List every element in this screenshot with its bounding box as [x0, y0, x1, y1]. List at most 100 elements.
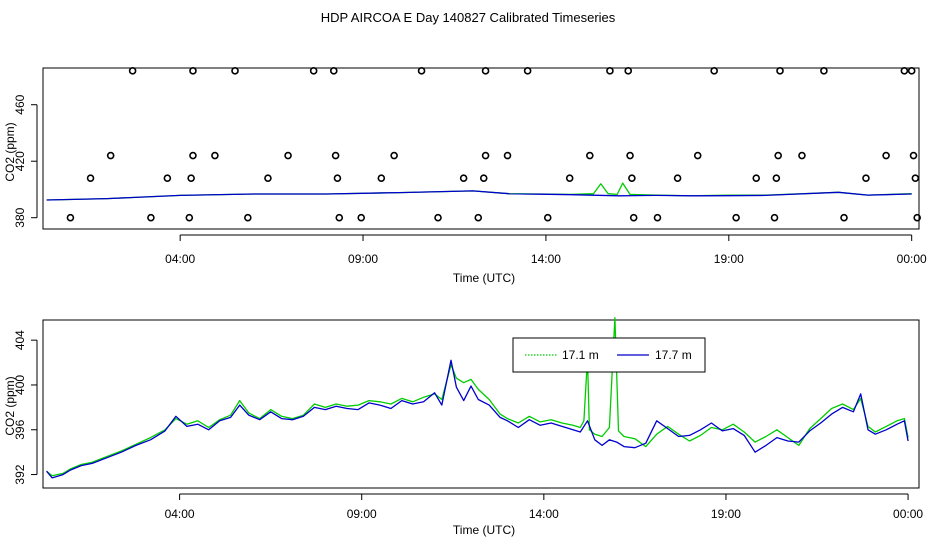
- top-calibration-point: [417, 67, 426, 75]
- top-calibration-point: [909, 151, 918, 160]
- bottom-series-line-17-1-m: [46, 317, 909, 477]
- top-calibration-markers: [66, 67, 921, 222]
- top-calibration-point: [907, 67, 916, 75]
- bottom-x-tick-label: 00:00: [893, 507, 923, 521]
- top-x-tick-label: 19:00: [714, 252, 744, 266]
- top-y-axis: 380 420 460: [13, 94, 38, 228]
- top-calibration-point: [331, 151, 340, 160]
- top-calibration-point: [189, 151, 197, 160]
- top-calibration-point: [481, 151, 490, 160]
- top-panel: 04:00 09:00 14:00 19:00 00:00 380 420 460 Time…: [3, 67, 927, 285]
- top-calibration-point: [163, 174, 172, 182]
- chart-title: HDP AIRCOA E Day 140827 Calibrated Times…: [321, 10, 616, 25]
- top-calibration-point: [357, 213, 366, 222]
- top-series: [46, 182, 912, 201]
- top-calibration-point: [628, 174, 636, 182]
- top-x-tick-label: 14:00: [531, 252, 561, 266]
- top-calibration-point: [86, 174, 95, 182]
- top-calibration-point: [710, 67, 718, 75]
- top-calibration-point: [770, 213, 779, 222]
- top-y-tick-label: 420: [13, 151, 27, 171]
- top-calibration-point: [752, 174, 761, 182]
- legend-label-17-7m: 17.7 m: [655, 348, 692, 362]
- top-calibration-point: [434, 213, 442, 222]
- top-x-axis: 04:00 09:00 14:00 19:00 00:00: [165, 234, 927, 266]
- top-calibration-point: [503, 151, 512, 160]
- bottom-x-tick-label: 09:00: [347, 507, 377, 521]
- top-calibration-point: [481, 67, 490, 75]
- legend: 17.1 m 17.7 m: [512, 337, 706, 373]
- top-calibration-point: [474, 213, 483, 222]
- top-calibration-point: [820, 67, 828, 75]
- top-x-axis-label: Time (UTC): [453, 271, 515, 285]
- bottom-panel: 04:00 09:00 14:00 19:00 00:00 392 396 400 404 T…: [3, 317, 923, 537]
- top-calibration-point: [565, 174, 574, 182]
- top-calibration-point: [264, 174, 272, 182]
- top-calibration-point: [66, 213, 75, 222]
- top-calibration-point: [882, 151, 890, 160]
- top-calibration-point: [543, 213, 552, 222]
- top-calibration-point: [377, 174, 386, 182]
- top-calibration-point: [911, 174, 920, 182]
- top-calibration-point: [390, 151, 398, 160]
- legend-box: [512, 337, 706, 373]
- legend-label-17-1m: 17.1 m: [562, 348, 599, 362]
- bottom-series-line-17-7-m: [46, 359, 909, 479]
- top-calibration-point: [913, 213, 921, 222]
- top-calibration-point: [776, 67, 784, 75]
- top-calibration-point: [479, 174, 488, 182]
- top-calibration-point: [329, 67, 338, 75]
- top-calibration-point: [523, 67, 532, 75]
- top-x-tick-label: 09:00: [348, 252, 378, 266]
- top-calibration-point: [586, 151, 594, 160]
- top-x-tick-label: 00:00: [897, 252, 927, 266]
- top-calibration-point: [211, 151, 219, 160]
- bottom-x-axis-label: Time (UTC): [453, 523, 515, 537]
- bottom-y-tick-label: 396: [13, 419, 27, 439]
- bottom-x-tick-label: 14:00: [529, 507, 559, 521]
- top-calibration-point: [459, 174, 468, 182]
- top-calibration-point: [624, 67, 633, 75]
- top-series-line-17-7-m: [46, 190, 912, 201]
- bottom-x-axis: 04:00 09:00 14:00 19:00 00:00: [165, 493, 923, 521]
- top-calibration-point: [284, 151, 292, 160]
- top-calibration-point: [862, 174, 870, 182]
- top-y-tick-label: 460: [13, 94, 27, 114]
- top-calibration-point: [772, 174, 781, 182]
- top-calibration-point: [653, 213, 662, 222]
- bottom-y-tick-label: 392: [13, 464, 27, 484]
- bottom-x-tick-label: 04:00: [165, 507, 195, 521]
- top-calibration-point: [128, 67, 137, 75]
- top-calibration-point: [693, 151, 702, 160]
- bottom-plot-frame: [42, 319, 920, 489]
- bottom-y-axis: 392 396 400 404: [13, 330, 38, 485]
- top-calibration-point: [333, 174, 342, 182]
- top-calibration-point: [626, 151, 634, 160]
- top-y-axis-label: CO2 (ppm): [3, 122, 17, 181]
- top-plot-frame: [42, 67, 920, 230]
- top-calibration-point: [335, 213, 344, 222]
- top-calibration-point: [187, 174, 195, 182]
- top-calibration-point: [629, 213, 638, 222]
- bottom-x-tick-label: 19:00: [711, 507, 741, 521]
- top-calibration-point: [106, 151, 115, 160]
- top-calibration-point: [774, 151, 782, 160]
- top-calibration-point: [185, 213, 194, 222]
- bottom-y-axis-label: CO2 (ppm): [3, 376, 17, 435]
- top-calibration-point: [606, 67, 614, 75]
- top-calibration-point: [798, 151, 806, 160]
- top-calibration-point: [673, 174, 682, 182]
- top-calibration-point: [309, 67, 318, 75]
- top-calibration-point: [231, 67, 239, 75]
- top-calibration-point: [732, 213, 740, 222]
- top-calibration-point: [147, 213, 155, 222]
- bottom-series: [46, 317, 909, 479]
- top-calibration-point: [900, 67, 909, 75]
- top-calibration-point: [244, 213, 252, 222]
- bottom-y-tick-label: 400: [13, 375, 27, 395]
- top-y-tick-label: 380: [13, 207, 27, 227]
- bottom-y-tick-label: 404: [13, 330, 27, 350]
- top-x-tick-label: 04:00: [165, 252, 195, 266]
- top-calibration-point: [189, 67, 197, 75]
